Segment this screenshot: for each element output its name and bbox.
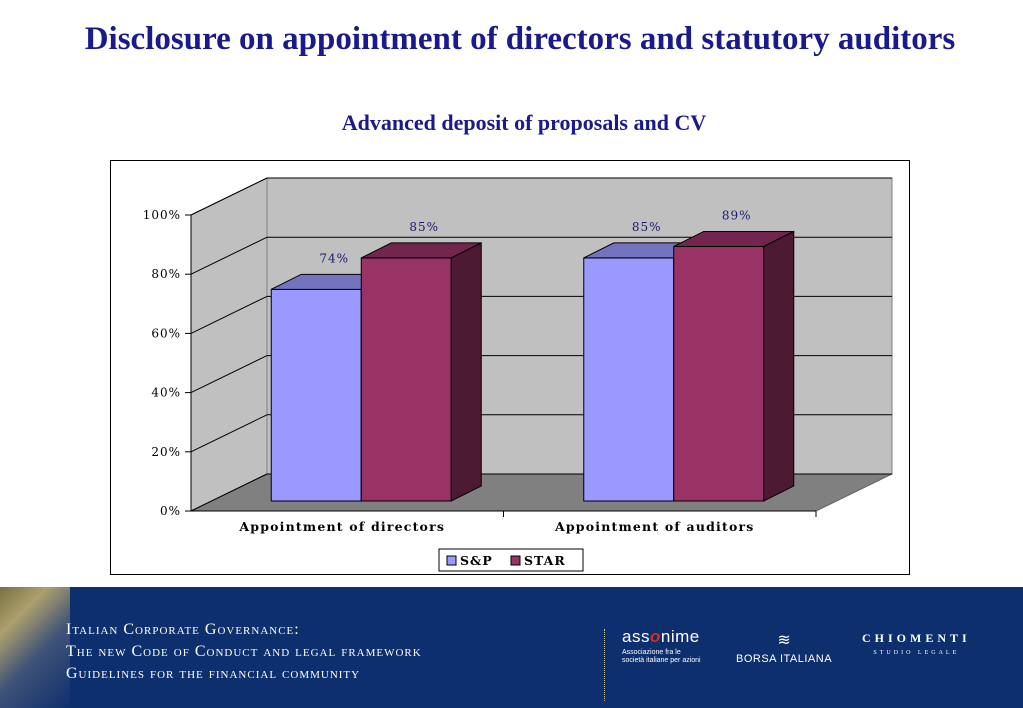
bar: [270, 288, 362, 502]
chart-side-wall: [190, 177, 268, 512]
gridline-diagonal: [190, 473, 268, 512]
gridline-diagonal: [190, 177, 268, 216]
assonime-tagline: Associazione fra le società italiane per…: [622, 649, 701, 664]
y-tick-label: 0%: [160, 504, 181, 518]
borsa-italiana-logo: ≋ BORSA ITALIANA: [736, 632, 833, 666]
gridline-diagonal: [190, 414, 268, 453]
y-tick-label: 60%: [151, 326, 181, 340]
bar-side: [763, 230, 795, 502]
chiomenti-logo: CHIOMENTI STUDIO LEGALE: [862, 631, 971, 656]
assonime-name-o: o: [649, 627, 661, 646]
bar: [583, 257, 675, 502]
legend-label: S&P: [460, 553, 493, 568]
y-tick-label: 80%: [151, 267, 181, 281]
x-category-label: Appointment of directors: [238, 519, 445, 534]
bar: [673, 245, 765, 502]
chiomenti-subtitle: STUDIO LEGALE: [873, 650, 960, 656]
assonime-name-b: nime: [660, 627, 700, 646]
gridline-diagonal: [190, 236, 268, 275]
footer-building-image: [0, 587, 70, 708]
borsa-mark-icon: ≋: [777, 632, 791, 649]
data-label: 74%: [319, 251, 349, 265]
legend-swatch: [510, 555, 521, 566]
data-label: 89%: [722, 208, 752, 222]
bar-chart: 0% 20% 40% 60% 80% 100% 74% 85% Appointment of d…: [143, 177, 893, 572]
legend-label: STAR: [524, 553, 566, 568]
bar: [360, 257, 452, 502]
y-tick-label: 40%: [151, 386, 181, 400]
data-label: 85%: [632, 220, 662, 234]
x-category-label: Appointment of auditors: [554, 519, 755, 534]
chart-frame: 0% 20% 40% 60% 80% 100% 74% 85% Appointment of d…: [110, 160, 910, 575]
data-label: 85%: [409, 220, 439, 234]
y-tick-label: 100%: [143, 208, 181, 222]
legend-swatch: [446, 555, 457, 566]
gridline-diagonal: [190, 355, 268, 394]
bar-side: [450, 242, 482, 502]
assonime-logo: assonime Associazione fra le società ita…: [622, 627, 702, 665]
footer-line-3: Guidelines for the financial community: [66, 665, 361, 682]
footer-divider: [604, 629, 605, 701]
y-tick-label: 20%: [151, 445, 181, 459]
chart-legend: S&P STAR: [438, 548, 584, 572]
borsa-italiana-name: BORSA ITALIANA: [736, 653, 833, 665]
assonime-name-a: ass: [622, 627, 650, 646]
footer-line-2: The new Code of Conduct and legal framew…: [66, 643, 422, 660]
footer-line-1: Italian Corporate Governance:: [66, 621, 300, 638]
footer-banner: Italian Corporate Governance: The new Co…: [0, 587, 1023, 708]
gridline-diagonal: [190, 295, 268, 334]
slide-subtitle: Advanced deposit of proposals and CV: [341, 110, 707, 135]
chiomenti-name: CHIOMENTI: [862, 631, 971, 645]
slide-title: Disclosure on appointment of directors a…: [84, 21, 956, 57]
